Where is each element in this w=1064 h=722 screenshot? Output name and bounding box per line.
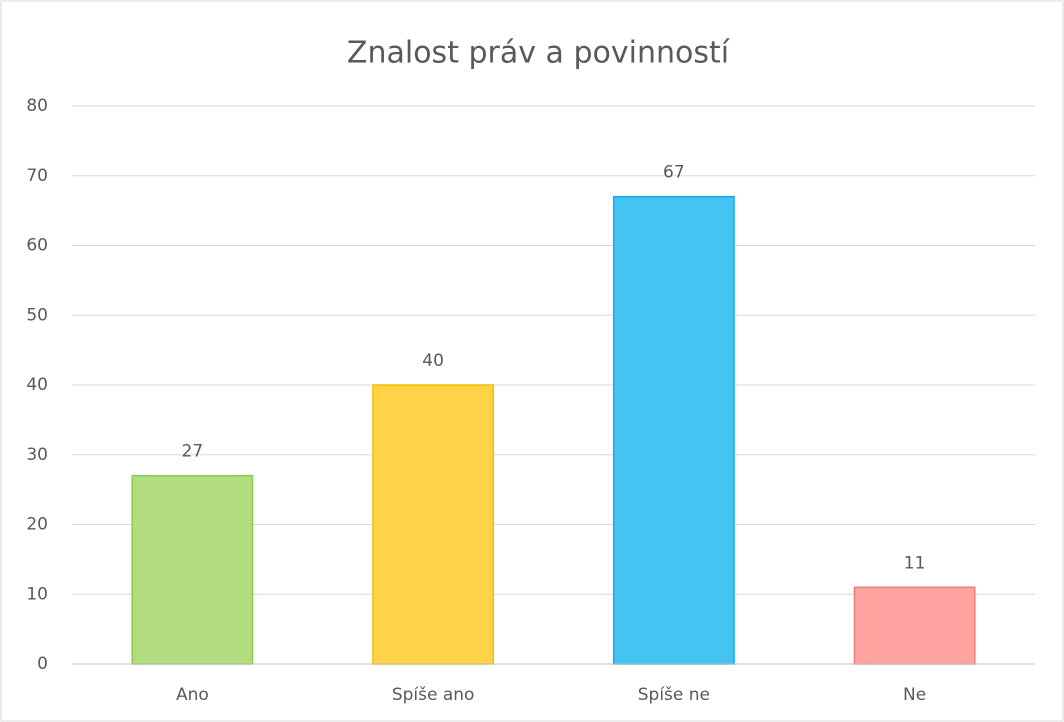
data-label: 40 xyxy=(422,351,444,371)
data-label: 11 xyxy=(904,553,926,573)
bar xyxy=(853,586,976,665)
y-tick-label: 40 xyxy=(26,375,48,395)
x-tick-label: Ano xyxy=(176,685,209,705)
y-tick-label: 70 xyxy=(26,166,48,186)
y-tick-label: 80 xyxy=(26,96,48,116)
data-label: 67 xyxy=(663,163,685,183)
y-tick-label: 0 xyxy=(37,654,48,674)
y-tick-label: 60 xyxy=(26,236,48,256)
y-tick-label: 30 xyxy=(26,445,48,465)
chart-title: Znalost práv a povinností xyxy=(347,36,731,71)
x-tick-label: Spíše ne xyxy=(638,685,710,705)
data-label: 27 xyxy=(182,442,204,462)
y-tick-label: 20 xyxy=(26,515,48,535)
y-tick-label: 50 xyxy=(26,305,48,325)
x-tick-label: Ne xyxy=(903,685,926,705)
bar xyxy=(131,474,254,665)
x-tick-label: Spíše ano xyxy=(392,685,475,705)
y-tick-label: 10 xyxy=(26,584,48,604)
bar xyxy=(372,384,495,665)
bar xyxy=(612,195,735,665)
